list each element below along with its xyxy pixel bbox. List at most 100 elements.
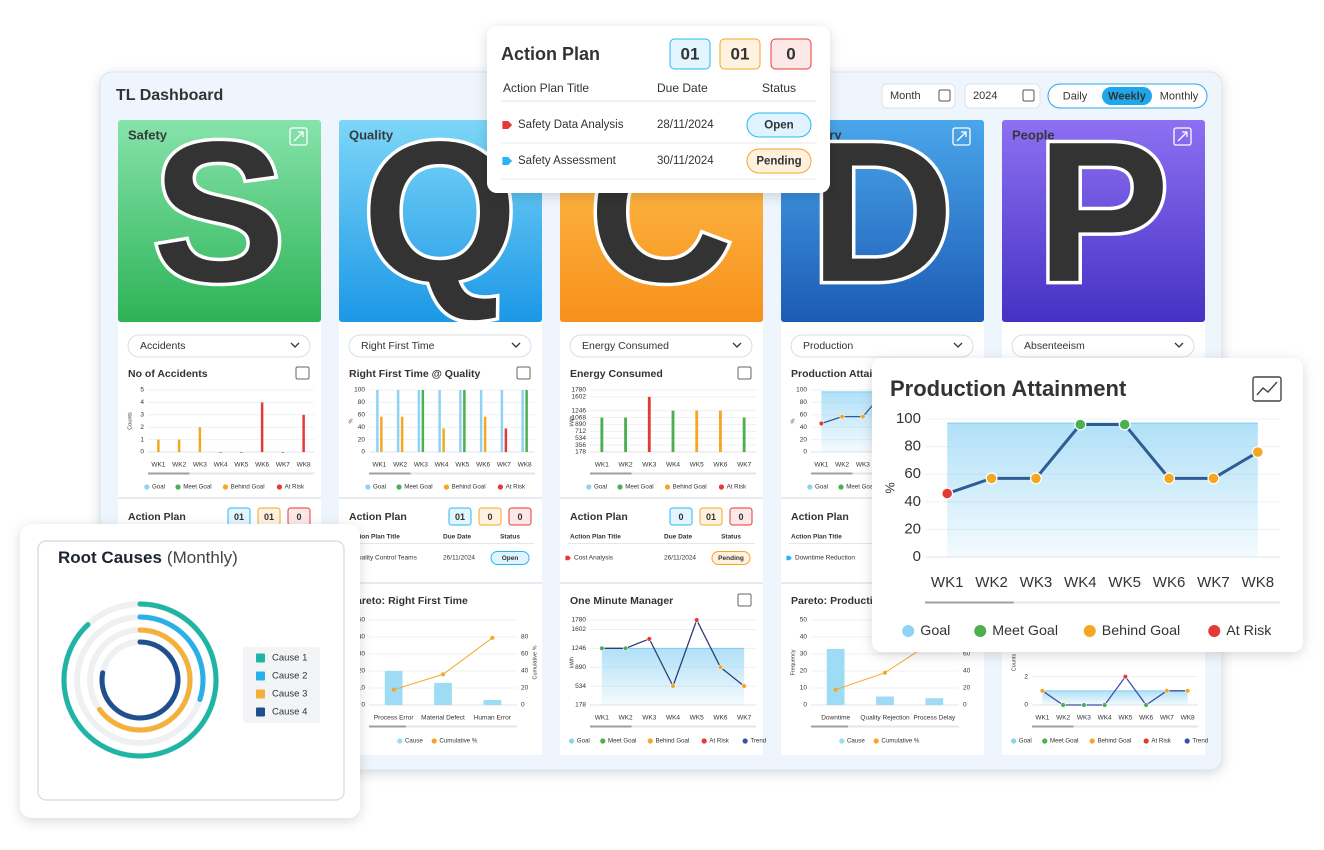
count-value: 01 [234,512,244,522]
view-option[interactable]: Monthly [1160,90,1199,102]
count-value: 0 [786,44,795,63]
table-header: Status [721,534,741,541]
ring-arc [99,639,181,721]
bar [719,410,722,452]
status-pill[interactable] [746,148,812,174]
metric-dropdown[interactable] [790,334,974,358]
open-icon[interactable] [952,127,971,146]
x-tick-label: Human Error [474,715,512,722]
y-axis-label: % [882,482,897,493]
ring-arc [137,614,206,702]
pillar-title: People [1012,127,1055,142]
x-tick-label: WK6 [1139,715,1153,722]
open-icon[interactable] [1173,127,1192,146]
y-tick-label: 20 [800,436,808,443]
y2-tick-label: 20 [963,685,971,692]
x-tick-label: WK6 [713,715,727,722]
legend-label: Behind Goal [1097,738,1131,745]
status-pill[interactable] [746,112,812,138]
metric-dropdown[interactable] [127,334,311,358]
x-tick-label: WK2 [172,462,186,469]
y-tick-label: 2 [140,424,144,431]
action-plan-title: Action Plan [791,511,849,523]
x-tick-label: WK3 [642,715,656,722]
legend-label: Cause 2 [272,671,307,682]
count-badge[interactable] [669,38,711,70]
table-header: Due Date [664,534,693,541]
pillar-title: Safety [128,127,168,142]
legend-label: Meet Goal [404,484,432,491]
calendar-icon [1022,89,1035,102]
legend-label: Cause [847,738,865,745]
count-badge[interactable] [770,38,812,70]
count-value: 0 [678,512,683,522]
action-plan-title: Action Plan [128,511,186,523]
y2-tick-label: 40 [521,668,529,675]
legend-swatch [974,625,987,637]
year-value: 2024 [973,90,997,102]
count-badge[interactable] [719,38,761,70]
x-tick-label: WK1 [151,462,165,469]
year-input[interactable] [964,83,1041,109]
chart-title: No of Accidents [128,368,208,380]
metric-dropdown[interactable] [569,334,753,358]
dropdown-chevron [290,342,300,348]
data-point [1207,472,1220,485]
legend-label: Cumulative % [439,738,478,745]
count-badge[interactable] [669,507,693,526]
count-badge[interactable] [448,507,472,526]
legend-swatch [1089,738,1095,744]
chart-icon[interactable] [516,366,531,380]
legend-label: At Risk [285,484,305,491]
chart-icon[interactable] [295,366,310,380]
y-tick-label: 0 [803,449,807,456]
legend-swatch [807,484,813,490]
y-tick-label: 356 [575,442,586,449]
table-header: Action Plan Title [570,534,621,541]
count-badge[interactable] [478,507,502,526]
y-tick-label: 3 [140,412,144,419]
x-tick-label: WK4 [666,715,680,722]
legend-label: Cause [405,738,423,745]
table-header: Due Date [443,534,472,541]
bar [876,696,894,705]
count-badge[interactable] [729,507,753,526]
legend-label: Meet Goal [1050,738,1078,745]
status-pill[interactable] [711,551,751,565]
y-tick-label: 20 [904,520,921,537]
view-option[interactable]: Daily [1063,90,1088,102]
month-input[interactable] [881,83,956,109]
chart-icon[interactable] [737,366,752,380]
y-tick-label: 100 [896,410,921,427]
x-tick-label: WK1 [814,462,828,469]
count-value: 0 [738,512,743,522]
chart-title: Pareto: Right First Time [349,595,468,607]
y-tick-label: 0 [913,548,921,565]
legend-label: Cumulative % [881,738,920,745]
status-pill[interactable] [490,551,530,565]
legend-swatch [222,484,229,490]
action-plan-title: Action Plan [349,511,407,523]
x-tick-label: WK8 [1242,574,1275,591]
legend-swatch [175,484,181,490]
legend-box [243,647,320,723]
bar [647,396,651,452]
bar [600,417,604,452]
metric-dropdown[interactable] [348,334,532,358]
count-value: 01 [455,512,465,522]
chart-icon[interactable] [1252,376,1282,402]
count-badge[interactable] [508,507,532,526]
data-point [622,645,629,651]
count-badge[interactable] [699,507,723,526]
chart-icon[interactable] [737,593,752,607]
legend-label: Goal [594,484,607,491]
data-point [717,664,724,670]
x-tick-label: WK2 [1056,715,1070,722]
count-value: 0 [487,512,492,522]
view-option[interactable]: Weekly [1108,90,1147,102]
chart-title: Production Attainment [890,376,1127,401]
open-icon[interactable] [289,127,308,146]
data-point [1029,472,1042,485]
bar [157,439,160,452]
metric-dropdown[interactable] [1011,334,1195,358]
